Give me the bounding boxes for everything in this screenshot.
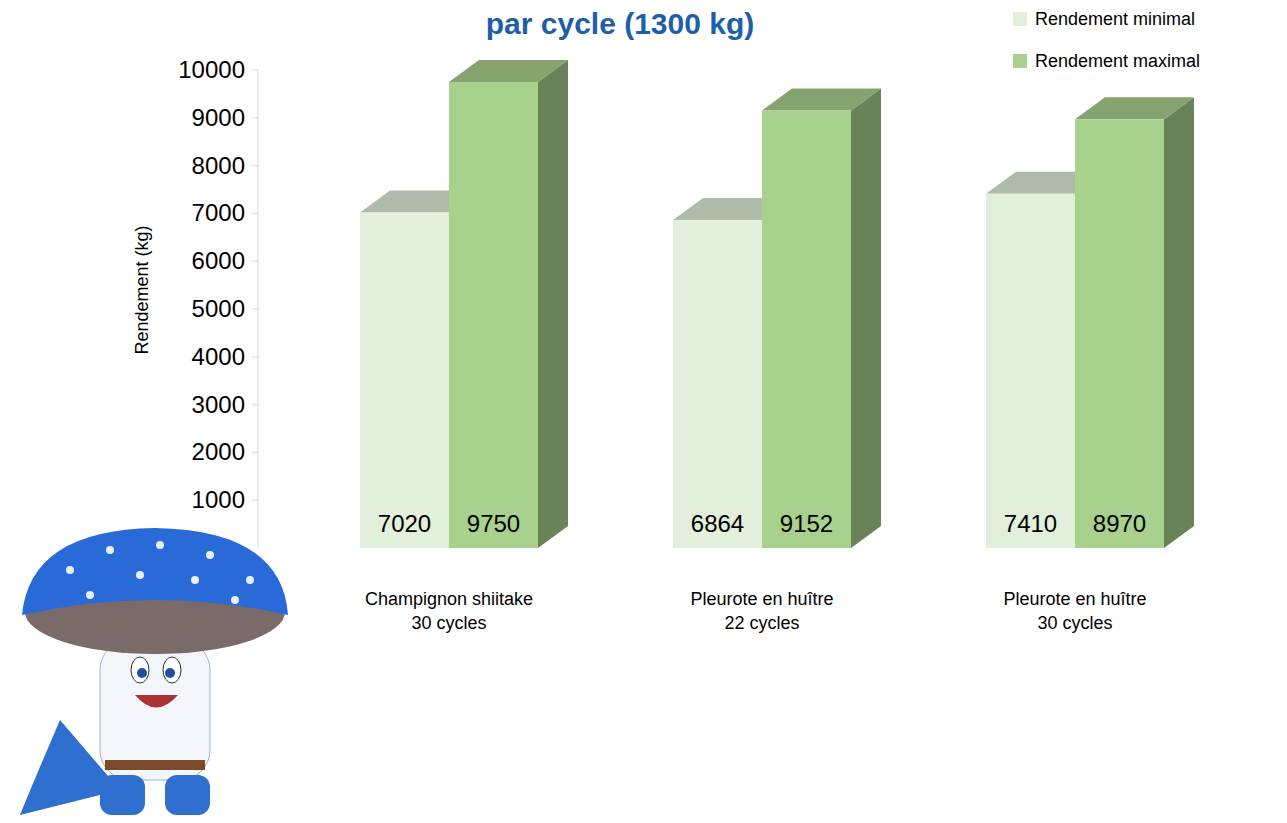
data-label: 7020	[378, 510, 431, 537]
y-tick	[252, 117, 258, 118]
y-tick-label: 9000	[192, 104, 245, 131]
chart: par cycle (1300 kg) 1000 2000 3000 4000 5000 6…	[0, 0, 1287, 823]
bar-front	[1075, 119, 1164, 548]
y-tick	[252, 261, 258, 262]
bar	[449, 60, 568, 548]
bar-side	[1164, 97, 1194, 548]
bar-top	[1075, 97, 1194, 119]
data-label: 9152	[780, 510, 833, 537]
bar-top	[449, 60, 568, 82]
y-tick	[252, 213, 258, 214]
category-label: Pleurote en huître22 cycles	[690, 589, 833, 633]
y-tick	[252, 404, 258, 405]
y-tick	[252, 165, 258, 166]
legend-swatch	[1013, 12, 1027, 26]
y-tick	[252, 500, 258, 501]
legend-label: Rendement minimal	[1035, 9, 1195, 29]
y-tick-label: 6000	[192, 247, 245, 274]
y-tick	[252, 70, 258, 71]
y-tick-label: 10000	[178, 56, 245, 83]
y-tick-label: 3000	[192, 391, 245, 418]
bar-top	[762, 89, 881, 111]
legend-swatch	[1013, 54, 1027, 68]
bar-front	[986, 194, 1075, 548]
y-tick	[252, 309, 258, 310]
y-tick-label: 4000	[192, 343, 245, 370]
title: par cycle (1300 kg)	[486, 7, 755, 40]
category-label: Champignon shiitake30 cycles	[365, 589, 533, 633]
bar-side	[851, 89, 881, 548]
data-label: 9750	[467, 510, 520, 537]
y-tick-label: 2000	[192, 438, 245, 465]
bar	[1075, 97, 1194, 548]
y-tick	[252, 452, 258, 453]
y-axis-title: Rendement (kg)	[132, 225, 152, 354]
labels: 7020 9750 6864 9152 7410 8970	[378, 510, 1146, 537]
bar	[762, 89, 881, 548]
y-tick	[252, 356, 258, 357]
y-tick-label: 7000	[192, 199, 245, 226]
bars	[360, 60, 1194, 548]
bar-front	[360, 212, 449, 548]
y-tick-label: 1000	[192, 486, 245, 513]
bar-side	[538, 60, 568, 548]
data-label: 8970	[1093, 510, 1146, 537]
bar-front	[762, 111, 851, 548]
y-tick-label: 8000	[192, 152, 245, 179]
data-label: 7410	[1004, 510, 1057, 537]
category-label: Pleurote en huître30 cycles	[1003, 589, 1146, 633]
bar-front	[449, 82, 538, 548]
legend: Rendement minimal Rendement maximal	[1013, 9, 1200, 71]
data-label: 6864	[691, 510, 744, 537]
bar-front	[673, 220, 762, 548]
legend-label: Rendement maximal	[1035, 51, 1200, 71]
mascot	[20, 528, 288, 815]
y-tick-label: 5000	[192, 295, 245, 322]
